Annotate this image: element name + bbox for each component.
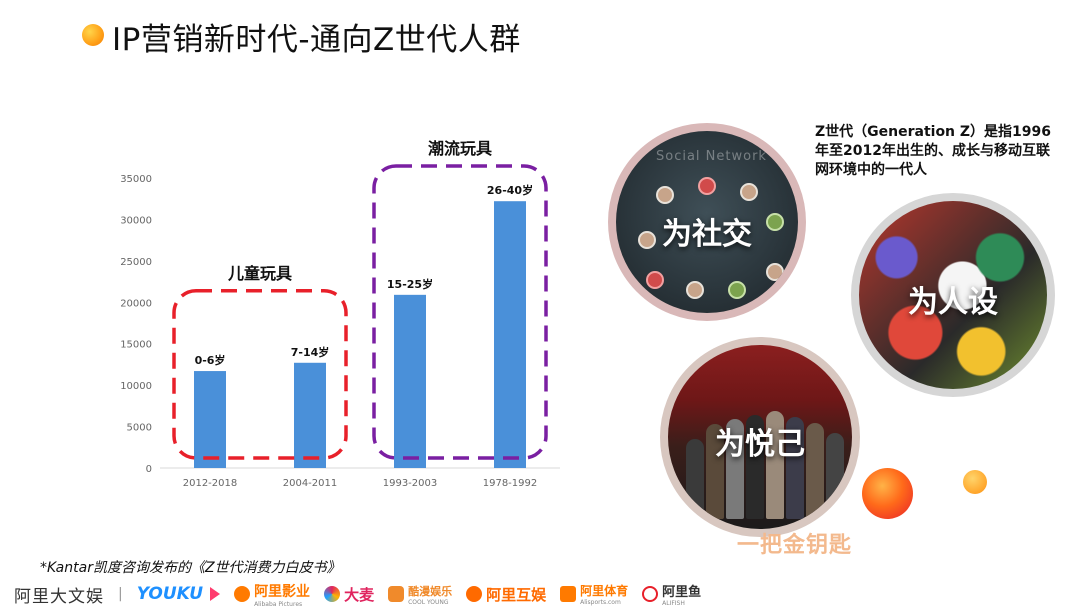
person-figure (826, 433, 844, 519)
y-tick-label: 35000 (120, 174, 152, 185)
brand-kuchao: 酷漫娱乐 COOL YOUNG (388, 583, 452, 606)
avatar-node (686, 281, 704, 299)
brand-alifish: 阿里鱼 ALIFISH (642, 581, 701, 607)
kuchao-sub: COOL YOUNG (408, 598, 449, 606)
damai-name: 大麦 (344, 585, 375, 604)
person-figure (786, 417, 804, 519)
bar (194, 371, 226, 468)
x-tick-label: 2004-2011 (283, 478, 338, 489)
group-box (372, 164, 548, 460)
y-tick-label: 30000 (120, 215, 152, 226)
population-bar-chart: 0 5000 10000 15000 20000 25000 30000 35000 2012-… (120, 139, 560, 489)
alibaba-pictures-logo-icon (234, 586, 251, 602)
avatar-node (698, 177, 716, 195)
data-label: 0-6岁 (195, 353, 226, 367)
social-network-text: Social Network (656, 149, 767, 164)
kuchao-name: 酷漫娱乐 (408, 584, 453, 598)
person-figure (726, 419, 744, 519)
ali-interactive-logo-icon (466, 586, 483, 602)
y-tick-label: 20000 (120, 298, 152, 309)
bar (294, 362, 326, 468)
social-label: 为社交 (662, 217, 752, 252)
golden-key-caption: 一把金钥匙 (737, 533, 853, 558)
y-tick-label: 25000 (120, 257, 152, 268)
avatar-node (728, 281, 746, 299)
alibaba-pictures-sub: Alibaba Pictures (254, 600, 303, 608)
source-footnote: *Kantar凯度咨询发布的《Z世代消费力白皮书》 (40, 560, 341, 576)
x-tick-label: 2012-2018 (183, 478, 238, 489)
group-label: 儿童玩具 (227, 264, 292, 283)
page-title: IP营销新时代-通向Z世代人群 (112, 22, 521, 58)
avatar-node (740, 183, 758, 201)
avatar-node (646, 271, 664, 289)
brand-ali-entertainment: 阿里大文娱 (14, 586, 104, 607)
brand-youku: YOUKU (136, 584, 221, 604)
avatar-node (766, 263, 784, 281)
ali-sports-name: 阿里体育 (580, 584, 629, 598)
social-circle-image: Social Network 为社交 (608, 123, 806, 321)
bar (494, 201, 526, 468)
person-figure (766, 411, 784, 519)
ali-interactive-name: 阿里互娱 (486, 585, 547, 604)
x-tick-label: 1978-1992 (483, 478, 538, 489)
person-figure (686, 439, 704, 519)
y-tick-label: 10000 (120, 381, 152, 392)
decorative-ball-small (963, 470, 987, 494)
youku-wordmark: YOUKU (136, 584, 204, 604)
alibaba-pictures-name: 阿里影业 (254, 583, 311, 600)
z-generation-description: Z世代（Generation Z）是指1996年至2012年出生的、成长与移动互… (815, 124, 1052, 178)
data-label: 15-25岁 (387, 277, 433, 291)
bar (394, 294, 426, 468)
decorative-ball-large (862, 468, 913, 519)
brand-damai: 大麦 (324, 584, 374, 605)
brand-ali-interactive: 阿里互娱 (466, 584, 546, 605)
avatar-node (766, 213, 784, 231)
group-label: 潮流玩具 (428, 139, 492, 158)
y-tick-label: 5000 (127, 423, 152, 434)
kuchao-logo-icon (388, 586, 405, 602)
title-bullet-icon (82, 24, 104, 46)
x-tick-label: 1993-2003 (383, 478, 438, 489)
alifish-name: 阿里鱼 (662, 585, 702, 600)
y-tick-label: 0 (146, 464, 152, 475)
person-figure (806, 423, 824, 519)
self-pleasure-circle-image: 为悦己 (660, 337, 860, 537)
alifish-sub: ALIFISH (662, 600, 685, 607)
data-label: 26-40岁 (487, 183, 533, 197)
youku-play-icon (210, 587, 221, 601)
damai-logo-icon (324, 586, 341, 602)
group-box (172, 289, 348, 460)
brand-footer: 阿里大文娱 | YOUKU 阿里影业 Alibaba Pictures 大麦 酷漫… (14, 581, 794, 608)
alifish-logo-icon (642, 586, 659, 602)
avatar-node (638, 231, 656, 249)
avatar-node (656, 186, 674, 204)
person-figure (706, 424, 724, 519)
persona-circle-image: 为人设 (851, 193, 1055, 397)
ali-sports-sub: Alisports.com (580, 599, 621, 606)
ali-sports-logo-icon (560, 586, 577, 602)
brand-ali-sports: 阿里体育 Alisports.com (560, 582, 628, 606)
brand-alibaba-pictures: 阿里影业 Alibaba Pictures (234, 581, 310, 608)
persona-label: 为人设 (908, 285, 998, 320)
data-label: 7-14岁 (291, 345, 330, 359)
person-figure (746, 415, 764, 519)
footer-divider: | (118, 586, 123, 602)
y-tick-label: 15000 (120, 340, 152, 351)
self-pleasure-label: 为悦己 (715, 427, 805, 462)
